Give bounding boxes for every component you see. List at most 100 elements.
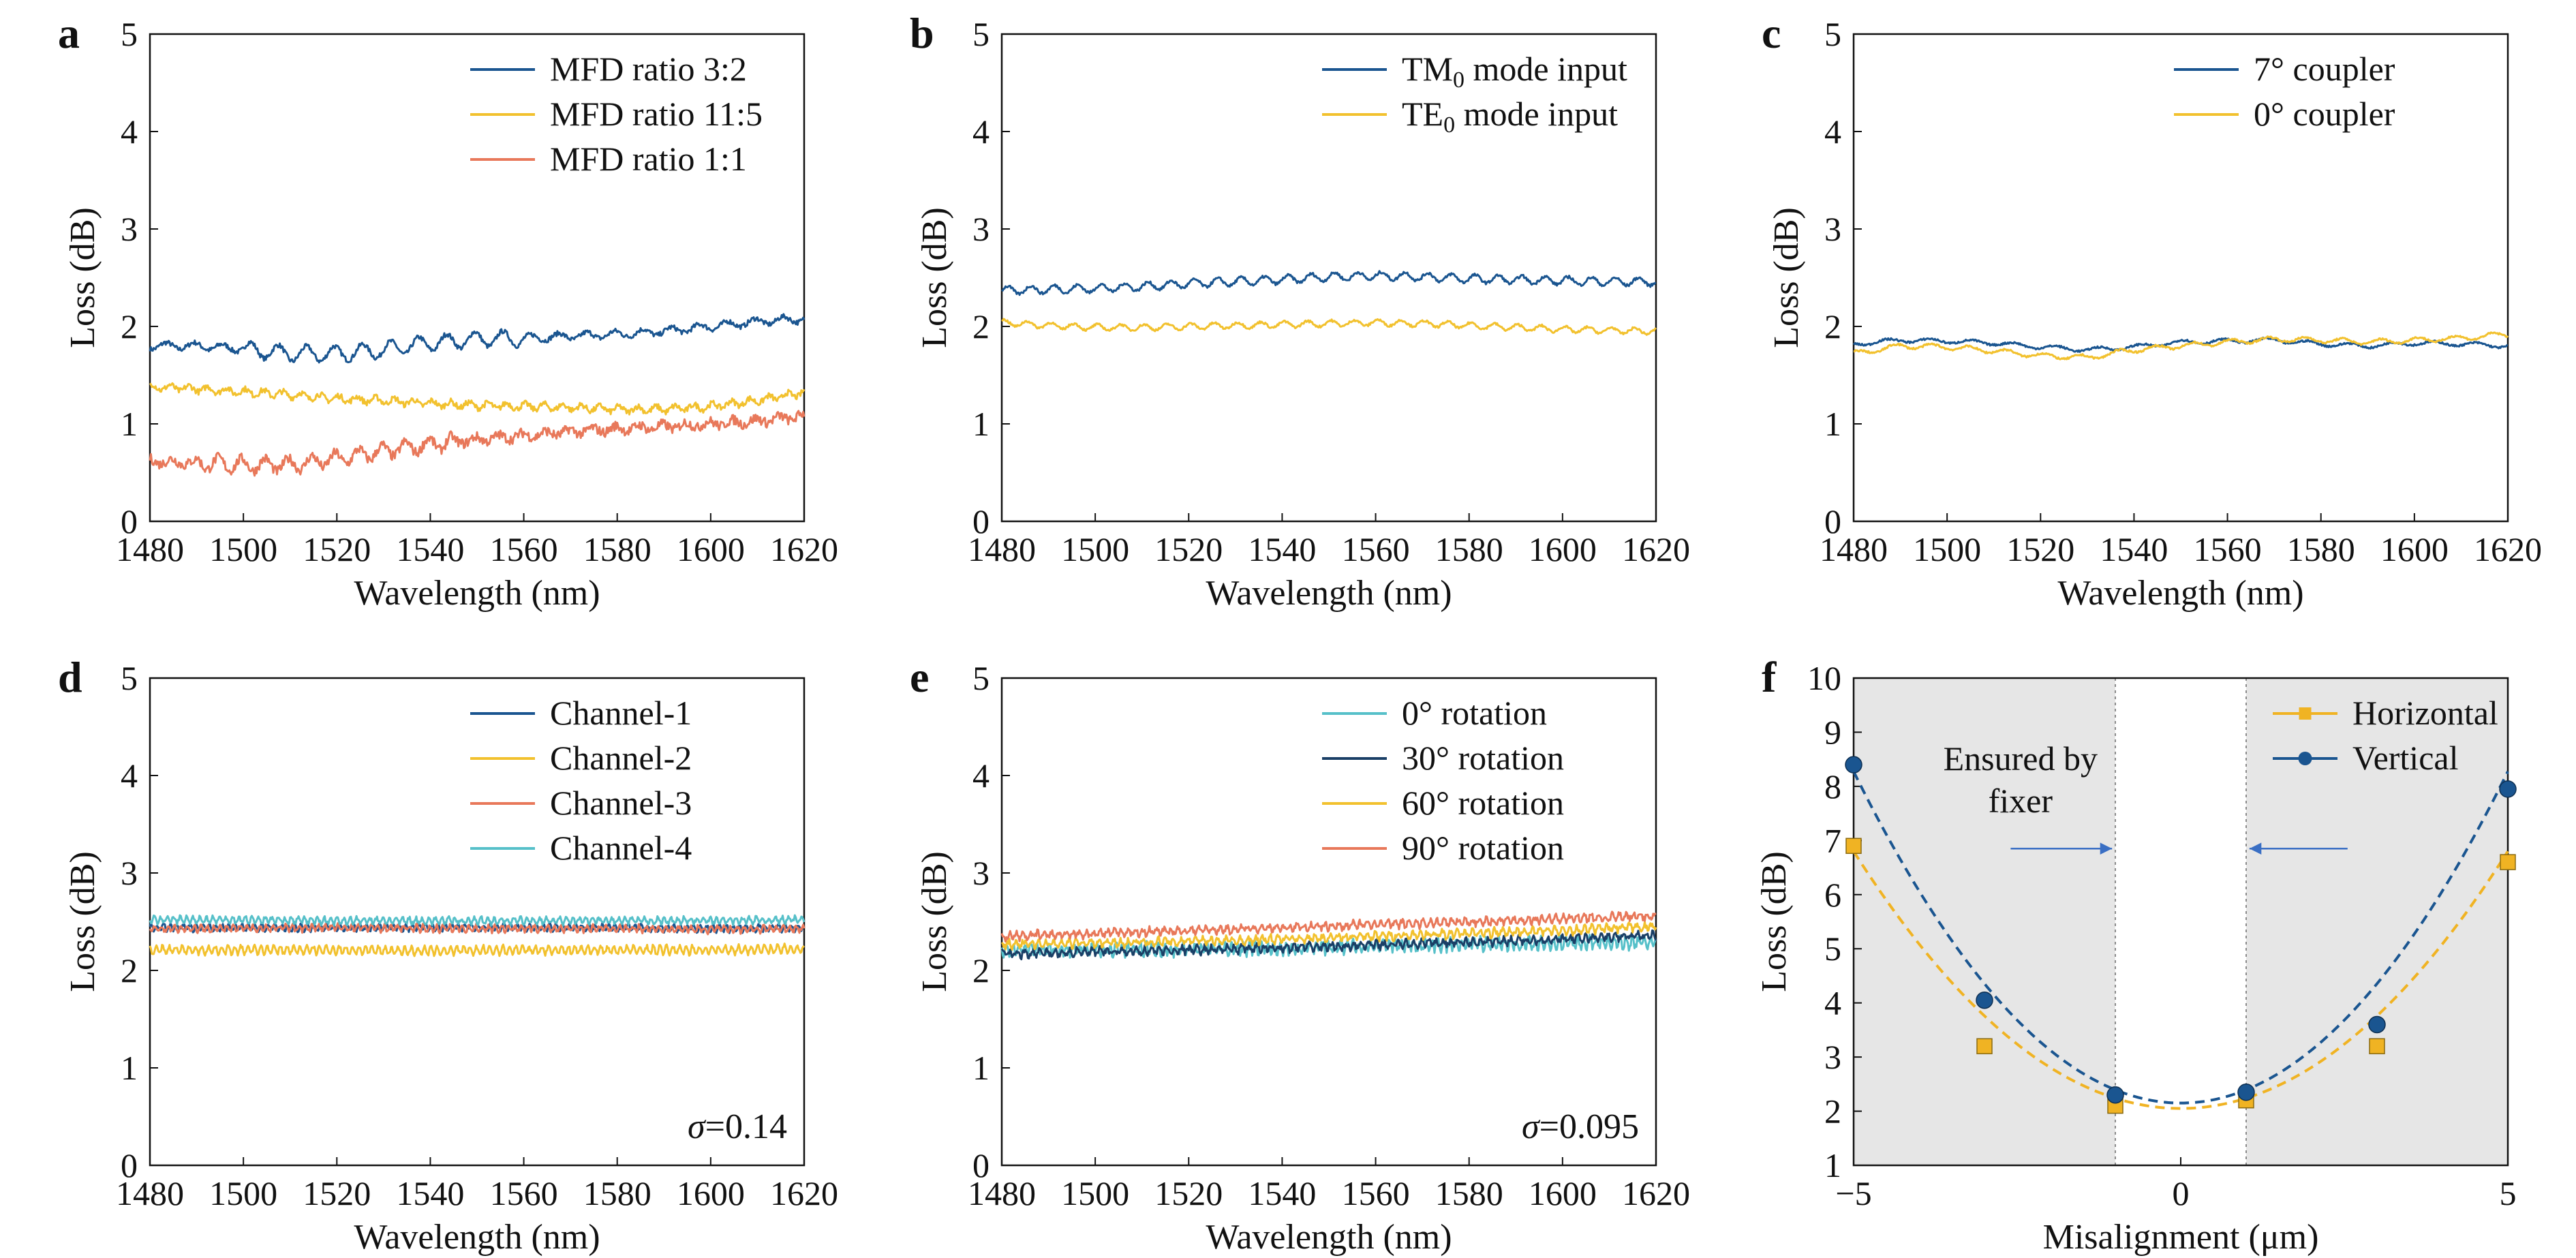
axes-frame — [1852, 33, 2509, 523]
x-tick-label: 1520 — [303, 530, 371, 568]
x-axis-label: Misalignment (μm) — [2043, 1218, 2319, 1257]
panel-c: 1480 1500 1520 1540 1560 1580 1600 1620 0 1 2 3 4 5 Wa… — [1762, 9, 2542, 613]
x-tick-label: 1480 — [116, 530, 184, 568]
y-tick-label: 5 — [972, 659, 990, 697]
x-tick-label: 1580 — [583, 530, 651, 568]
fit-curve-2 — [1852, 771, 2509, 1105]
x-tick-label: 1620 — [1622, 530, 1690, 568]
y-tick-label: 3 — [1824, 210, 1841, 248]
x-axis-label: Wavelength (nm) — [354, 574, 600, 613]
y-tick-label: 1 — [121, 1049, 138, 1087]
y-tick-label: 0 — [972, 502, 990, 540]
legend-entry: 0° coupler — [2254, 95, 2395, 133]
x-tick-label: 1480 — [1820, 530, 1888, 568]
x-tick-label: 1620 — [2474, 530, 2542, 568]
legend-entry: Channel-3 — [550, 784, 692, 822]
y-axis-label: Loss (dB) — [1755, 851, 1794, 992]
legend: MFD ratio 3:2 MFD ratio 11:5 MFD ratio 1:1 — [470, 50, 763, 178]
x-tick-label: 1520 — [1154, 1174, 1223, 1212]
x-tick-label: 1540 — [1248, 1174, 1316, 1212]
y-axis-label: Loss (dB) — [915, 851, 954, 992]
series-line-2 — [1000, 929, 1657, 961]
x-tick-label: 1480 — [968, 530, 1036, 568]
axes-frame — [149, 33, 806, 523]
legend-entry: 30° rotation — [1402, 739, 1564, 777]
x-tick-label: 0 — [2173, 1174, 2190, 1212]
x-tick-label: 1560 — [490, 1174, 558, 1212]
x-tick-label: −5 — [1835, 1174, 1871, 1212]
x-tick-label: 1560 — [1342, 530, 1410, 568]
y-tick-label: 10 — [1807, 659, 1841, 697]
fixer-annotation: Ensured by fixer — [1944, 739, 2098, 820]
x-tick-label: 1540 — [396, 530, 464, 568]
x-tick-label: 1620 — [770, 530, 838, 568]
x-tick-label: 1600 — [677, 1174, 745, 1212]
x-tick-label: 1560 — [1342, 1174, 1410, 1212]
legend-entry: 7° coupler — [2254, 50, 2395, 88]
y-tick-label: 9 — [1824, 713, 1841, 751]
x-tick-label: 1580 — [1435, 1174, 1503, 1212]
legend-marker — [2299, 707, 2312, 720]
data-point-vertical — [2237, 1084, 2255, 1101]
y-axis-label: Loss (dB) — [1767, 207, 1806, 348]
y-tick-label: 0 — [972, 1146, 990, 1184]
x-tick-label: 1580 — [583, 1174, 651, 1212]
x-tick-label: 1540 — [396, 1174, 464, 1212]
y-tick-label: 7 — [1824, 821, 1841, 859]
panel-a: 1480 1500 1520 1540 1560 1580 1600 1620 0 1 2 3 4 5 Wa… — [58, 9, 838, 613]
y-tick-label: 4 — [121, 112, 138, 151]
sigma-annotation: σ=0.14 — [688, 1107, 787, 1146]
x-tick-label: 5 — [2500, 1174, 2517, 1212]
y-tick-label: 0 — [121, 502, 138, 540]
legend-entry: MFD ratio 3:2 — [550, 50, 747, 88]
panel-letter: d — [58, 653, 82, 701]
axes-frame — [1000, 677, 1657, 1167]
data-point-vertical — [2106, 1086, 2124, 1104]
x-tick-label: 1500 — [209, 530, 277, 568]
data-point-vertical — [2368, 1015, 2386, 1034]
legend-entry: Channel-4 — [550, 829, 692, 867]
y-tick-label: 0 — [121, 1146, 138, 1184]
y-tick-label: 1 — [121, 405, 138, 443]
data-point-vertical — [1976, 991, 1993, 1009]
legend-entry: 60° rotation — [1402, 784, 1564, 822]
series-line-1 — [149, 313, 806, 364]
y-tick-label: 6 — [1824, 876, 1841, 914]
y-tick-label: 5 — [1824, 930, 1841, 968]
y-tick-label: 1 — [1824, 1146, 1841, 1184]
x-tick-label: 1580 — [1435, 530, 1503, 568]
y-tick-label: 3 — [972, 210, 990, 248]
y-tick-label: 2 — [121, 307, 138, 346]
legend-entry: TE0 mode input — [1402, 95, 1618, 138]
series-line-4 — [149, 914, 806, 927]
y-tick-label: 3 — [1824, 1038, 1841, 1076]
x-tick-label: 1600 — [1529, 530, 1597, 568]
data-point-horizontal — [1976, 1038, 1993, 1054]
x-tick-label: 1540 — [1248, 530, 1316, 568]
series-line-4 — [1000, 910, 1657, 943]
panel-letter: a — [58, 9, 80, 57]
x-tick-label: 1540 — [2100, 530, 2168, 568]
series-line-1 — [1001, 270, 1657, 296]
y-tick-label: 4 — [972, 756, 990, 795]
series-line-3 — [1000, 921, 1657, 951]
y-tick-label: 4 — [972, 112, 990, 151]
shaded-region-1 — [1854, 678, 2115, 1165]
panel-f: −5 0 5 1 2 3 4 5 6 7 8 9 10 Misalignment (μm) Loss (dB… — [1755, 653, 2517, 1257]
legend-entry: Vertical — [2352, 739, 2458, 777]
x-tick-label: 1520 — [1154, 530, 1223, 568]
x-tick-label: 1500 — [1913, 530, 1981, 568]
legend-entry: MFD ratio 11:5 — [550, 95, 763, 133]
y-tick-label: 2 — [1824, 1092, 1841, 1131]
panel-e: 1480 1500 1520 1540 1560 1580 1600 1620 0 1 2 3 4 5 Wa… — [910, 653, 1690, 1257]
legend-marker — [2298, 752, 2312, 765]
legend-entry: MFD ratio 1:1 — [550, 140, 747, 178]
x-tick-label: 1520 — [303, 1174, 371, 1212]
data-point-horizontal — [1845, 838, 1862, 855]
legend-entry: 0° rotation — [1402, 694, 1547, 732]
x-tick-label: 1500 — [1061, 1174, 1129, 1212]
x-tick-label: 1620 — [770, 1174, 838, 1212]
y-axis-label: Loss (dB) — [63, 207, 102, 348]
